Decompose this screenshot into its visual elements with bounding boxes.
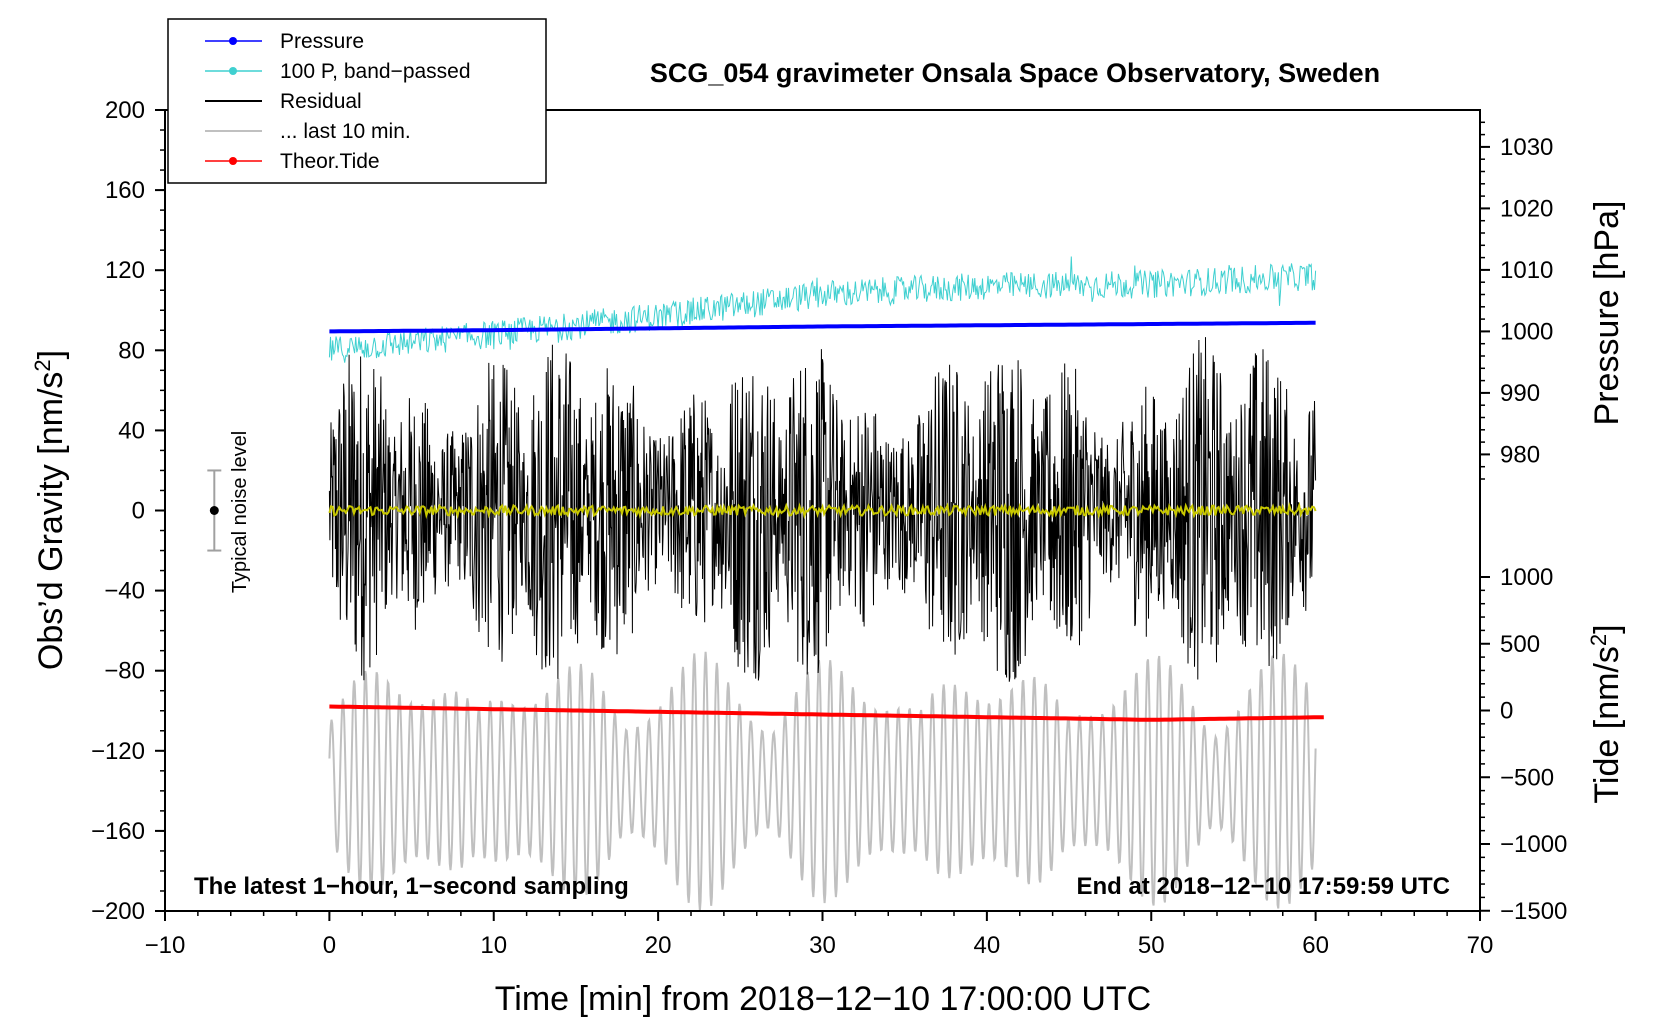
noise-indicator xyxy=(207,469,222,552)
y-tick-label: 120 xyxy=(105,257,145,284)
series-theor-tide xyxy=(329,704,1324,722)
pressure-tick-label: 980 xyxy=(1500,441,1540,468)
legend-item: Pressure xyxy=(205,30,364,53)
noise-center-dot xyxy=(209,506,219,515)
y-tick-label: −200 xyxy=(91,898,145,925)
y-tick-label: 0 xyxy=(132,498,145,525)
y-tick-label: 160 xyxy=(105,177,145,204)
x-tick-label: 60 xyxy=(1302,932,1329,959)
x-tick-label: 20 xyxy=(645,932,672,959)
series-pressure xyxy=(329,320,1316,334)
tide-axis-title: Tide [nm/s2] xyxy=(1586,624,1627,803)
legend-label: Theor.Tide xyxy=(280,150,380,173)
pressure-tick-label: 1010 xyxy=(1500,257,1553,284)
series-residual xyxy=(328,337,1317,682)
y-tick-label: −120 xyxy=(91,738,145,765)
x-tick-label: −10 xyxy=(145,932,186,959)
y-tick-label: −160 xyxy=(91,818,145,845)
legend-marker xyxy=(229,67,237,75)
x-axis-title: Time [min] from 2018−12−10 17:00:00 UTC xyxy=(495,980,1151,1018)
legend-label: Pressure xyxy=(280,30,364,53)
annotation-left: The latest 1−hour, 1−second sampling xyxy=(194,873,629,900)
tide-tick-label: 1000 xyxy=(1500,564,1553,591)
x-tick-label: 10 xyxy=(480,932,507,959)
legend-item: ... last 10 min. xyxy=(205,120,411,143)
tide-tick-label: 500 xyxy=(1500,631,1540,658)
y-tick-label: −40 xyxy=(104,578,145,605)
legend-label: Residual xyxy=(280,90,362,113)
legend-marker xyxy=(229,37,237,45)
y-tick-label: 40 xyxy=(118,417,145,444)
series-layer xyxy=(328,256,1324,911)
series-last-10-min xyxy=(328,651,1317,911)
legend: Pressure 100 P, band−passed Residual ... la… xyxy=(167,18,547,184)
pressure-axis-title: Pressure [hPa] xyxy=(1588,201,1626,426)
y-tick-label: 200 xyxy=(105,97,145,124)
y-axis-title: Obs’d Gravity [nm/s2] xyxy=(30,350,71,670)
x-tick-label: 70 xyxy=(1467,932,1494,959)
x-tick-label: 40 xyxy=(974,932,1001,959)
annotation-right: End at 2018−12−10 17:59:59 UTC xyxy=(1076,873,1450,900)
pressure-tick-label: 1030 xyxy=(1500,134,1553,161)
y-tick-label: 80 xyxy=(118,337,145,364)
y-tick-label: −80 xyxy=(104,658,145,685)
chart-title: SCG_054 gravimeter Onsala Space Observat… xyxy=(650,58,1380,88)
noise-label: Typical noise level xyxy=(229,431,251,593)
series-100p-band-passed xyxy=(328,256,1317,363)
legend-item: Theor.Tide xyxy=(205,150,380,173)
x-tick-label: 30 xyxy=(809,932,836,959)
pressure-tick-label: 990 xyxy=(1500,380,1540,407)
legend-marker xyxy=(229,157,237,165)
pressure-tick-label: 1020 xyxy=(1500,195,1553,222)
x-tick-label: 50 xyxy=(1138,932,1165,959)
legend-label: 100 P, band−passed xyxy=(280,60,471,83)
x-tick-label: 0 xyxy=(323,932,336,959)
tide-tick-label: −500 xyxy=(1500,764,1554,791)
legend-item: Residual xyxy=(205,90,362,113)
legend-label: ... last 10 min. xyxy=(280,120,411,143)
tide-tick-label: −1500 xyxy=(1500,898,1567,925)
legend-item: 100 P, band−passed xyxy=(205,60,471,83)
series-residual-smoothed xyxy=(328,501,1317,520)
pressure-tick-label: 1000 xyxy=(1500,318,1553,345)
tide-tick-label: 0 xyxy=(1500,698,1513,725)
tide-tick-label: −1000 xyxy=(1500,831,1567,858)
